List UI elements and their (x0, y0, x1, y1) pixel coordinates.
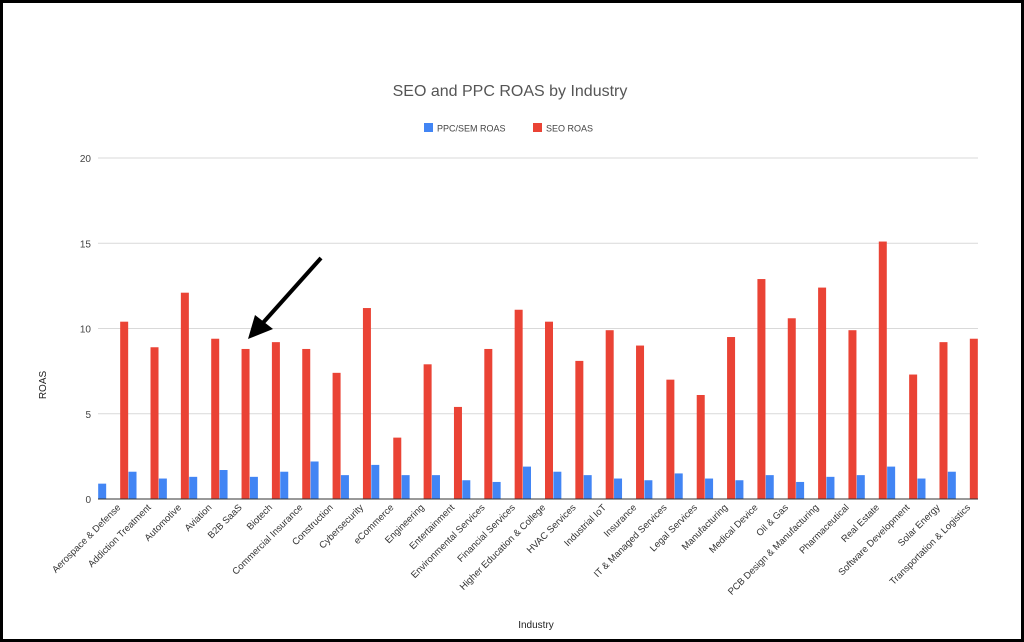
ppc-bar (765, 475, 774, 499)
ppc-bar (887, 466, 896, 499)
seo-bar (818, 287, 827, 499)
seo-bar (332, 372, 341, 499)
seo-bar (787, 318, 796, 499)
ppc-bar (583, 475, 592, 499)
y-tick-label: 5 (85, 410, 91, 421)
seo-bar (484, 348, 493, 499)
seo-bar (909, 374, 918, 499)
ppc-bar (826, 476, 835, 499)
ppc-bar (796, 481, 805, 499)
ppc-bar (947, 471, 956, 499)
y-tick-label: 10 (80, 325, 92, 336)
legend-label: SEO ROAS (546, 124, 593, 134)
gridlines (98, 157, 978, 415)
bars (98, 241, 978, 500)
arrow-shaft (259, 256, 323, 327)
ppc-bar (856, 475, 865, 499)
seo-bar (757, 279, 766, 499)
bar-chart: SEO and PPC ROAS by Industry PPC/SEM ROA… (38, 83, 978, 631)
ppc-bar (492, 481, 501, 499)
chart-title: SEO and PPC ROAS by Industry (393, 83, 628, 100)
seo-bar (605, 330, 614, 499)
ppc-bar (340, 475, 349, 499)
ppc-bar (401, 475, 410, 499)
seo-bar (393, 437, 402, 499)
ppc-bar (280, 471, 289, 499)
seo-bar (362, 308, 371, 499)
seo-bar (211, 338, 220, 499)
ppc-bar (917, 478, 926, 499)
ppc-bar (98, 483, 107, 499)
ppc-bar (705, 478, 714, 499)
y-axis-title: ROAS (38, 371, 49, 400)
seo-bar (575, 360, 584, 499)
seo-bar (939, 342, 948, 499)
seo-bar (969, 338, 978, 499)
ppc-bar (249, 476, 258, 499)
ppc-bar (371, 464, 380, 499)
seo-bar (878, 241, 887, 500)
seo-bar (120, 321, 129, 499)
annotation-arrow (248, 256, 323, 339)
ppc-bar (189, 476, 198, 499)
seo-bar (848, 330, 857, 499)
y-tick-label: 20 (80, 154, 92, 165)
seo-bar (636, 345, 645, 499)
seo-bar (271, 342, 280, 499)
ppc-bar (644, 480, 653, 499)
y-axis-ticks: 0 5 10 15 20 (80, 154, 92, 506)
ppc-bar (310, 461, 319, 499)
seo-bar (666, 379, 675, 499)
arrow-head (248, 315, 273, 339)
ppc-bar (523, 466, 531, 499)
x-tick-label: Biotech (245, 502, 275, 532)
legend-swatch (533, 123, 542, 132)
seo-bar (514, 309, 523, 499)
seo-bar (241, 348, 250, 499)
y-tick-label: 0 (85, 495, 91, 506)
ppc-bar (128, 471, 137, 499)
legend: PPC/SEM ROAS SEO ROAS (424, 123, 593, 134)
legend-label: PPC/SEM ROAS (437, 124, 506, 134)
seo-bar (453, 406, 462, 499)
x-axis-title: Industry (518, 620, 554, 631)
ppc-bar (735, 480, 744, 499)
ppc-bar (674, 473, 683, 499)
legend-swatch (424, 123, 433, 132)
seo-bar (302, 348, 311, 499)
ppc-bar (462, 480, 471, 499)
seo-bar (545, 321, 553, 499)
seo-bar (423, 364, 432, 499)
seo-bar (696, 394, 705, 499)
seo-bar (150, 347, 159, 499)
seo-bar (180, 292, 189, 499)
y-tick-label: 15 (80, 239, 92, 250)
ppc-bar (219, 470, 228, 499)
ppc-bar (614, 478, 623, 499)
ppc-bar (553, 471, 562, 499)
ppc-bar (158, 478, 167, 499)
seo-bar (727, 337, 736, 499)
ppc-bar (431, 475, 440, 499)
